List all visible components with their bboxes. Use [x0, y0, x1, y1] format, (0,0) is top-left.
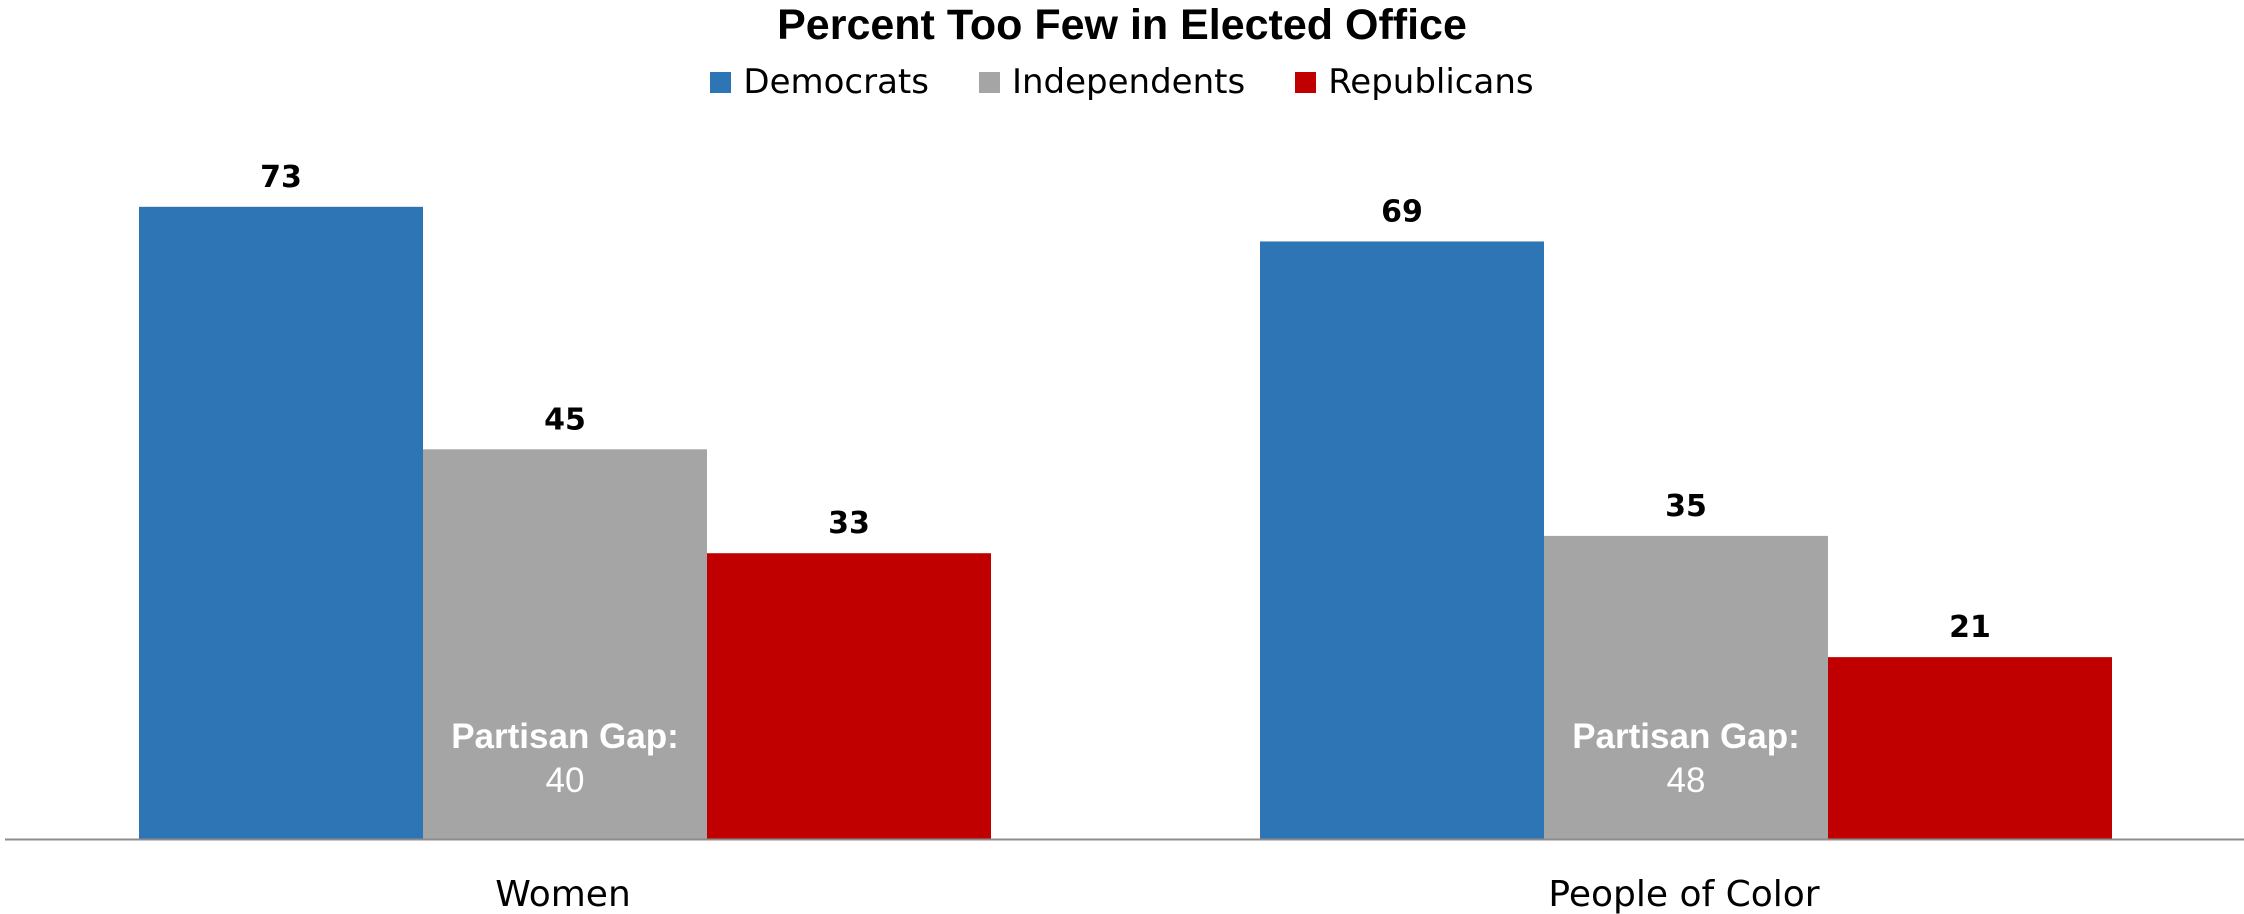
partisan-gap-value-people-of-color: 48: [1667, 761, 1706, 800]
bar-people-of-color-republicans: [1828, 657, 2112, 839]
legend: Democrats Independents Republicans: [0, 60, 2244, 104]
value-label-people-of-color-republicans: 21: [1949, 610, 1991, 645]
category-label-people-of-color: People of Color: [1548, 874, 1819, 914]
chart-title: Percent Too Few in Elected Office: [777, 1, 1467, 49]
partisan-gap-value-women: 40: [546, 761, 585, 800]
legend-item-independents: Independents: [978, 62, 1246, 102]
category-label-women: Women: [495, 874, 631, 914]
value-label-people-of-color-democrats: 69: [1381, 194, 1423, 229]
legend-item-democrats: Democrats: [710, 62, 929, 102]
legend-label-republicans: Republicans: [1328, 62, 1534, 102]
legend-swatch-republicans: [1295, 71, 1317, 93]
legend-label-democrats: Democrats: [743, 62, 929, 102]
legend-item-republicans: Republicans: [1295, 62, 1534, 102]
value-label-women-democrats: 73: [260, 160, 302, 195]
legend-label-independents: Independents: [1011, 62, 1246, 102]
bar-women-independents: [423, 449, 707, 839]
bar-women-republicans: [707, 553, 991, 839]
partisan-gap-label-people-of-color: Partisan Gap:: [1572, 717, 1800, 756]
bar-people-of-color-independents: [1544, 535, 1828, 839]
value-label-women-republicans: 33: [828, 506, 870, 541]
partisan-gap-label-women: Partisan Gap:: [451, 717, 679, 756]
bar-women-democrats: [139, 206, 423, 839]
value-label-people-of-color-independents: 35: [1665, 489, 1707, 524]
value-label-women-independents: 45: [544, 402, 586, 437]
legend-swatch-democrats: [710, 71, 732, 93]
bar-people-of-color-democrats: [1260, 241, 1544, 839]
legend-swatch-independents: [978, 71, 1000, 93]
